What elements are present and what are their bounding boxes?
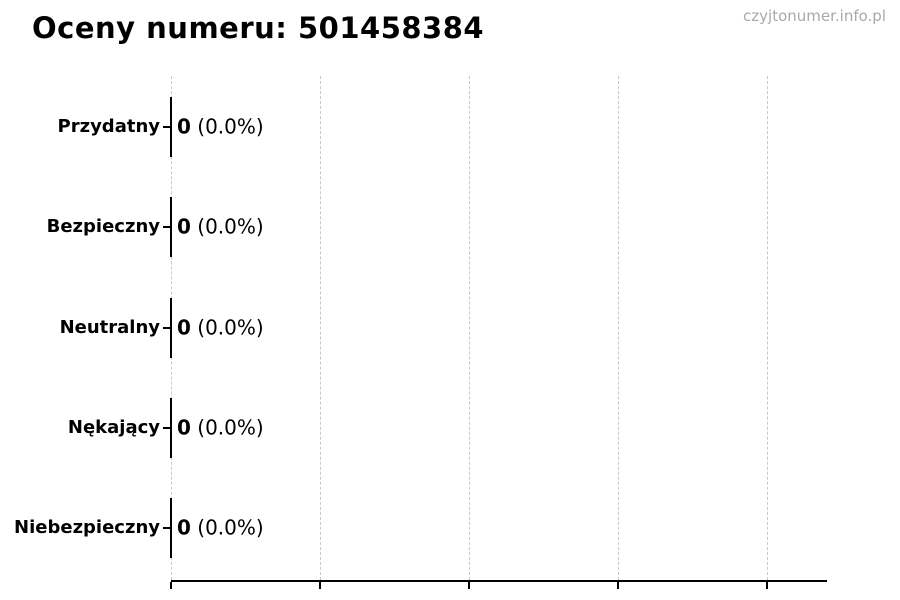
x-axis-tick — [468, 582, 470, 589]
zero-bar — [170, 398, 172, 458]
y-axis-tick — [163, 226, 171, 228]
category-label: Neutralny — [59, 317, 160, 339]
x-axis-tick — [617, 582, 619, 589]
y-axis-tick — [163, 327, 171, 329]
plot-area — [170, 76, 827, 589]
y-axis-tick — [163, 527, 171, 529]
zero-bar — [170, 197, 172, 257]
y-axis-tick — [163, 126, 171, 128]
value-count: 0 — [177, 515, 191, 540]
zero-bar — [170, 498, 172, 558]
gridline — [320, 76, 321, 580]
category-label: Niebezpieczny — [14, 517, 160, 539]
value-percent: (0.0%) — [197, 214, 264, 239]
value-percent: (0.0%) — [197, 114, 264, 139]
value-label: 0 (0.0%) — [177, 115, 264, 139]
gridline — [767, 76, 768, 580]
zero-bar — [170, 298, 172, 358]
value-label: 0 (0.0%) — [177, 416, 264, 440]
x-axis-tick — [766, 582, 768, 589]
y-axis-tick — [163, 427, 171, 429]
value-percent: (0.0%) — [197, 415, 264, 440]
gridline — [469, 76, 470, 580]
value-count: 0 — [177, 415, 191, 440]
x-axis-tick — [170, 582, 172, 589]
value-count: 0 — [177, 114, 191, 139]
x-axis-tick — [319, 582, 321, 589]
chart-title: Oceny numeru: 501458384 — [32, 11, 485, 45]
category-label: Bezpieczny — [46, 216, 160, 238]
value-count: 0 — [177, 315, 191, 340]
value-percent: (0.0%) — [197, 315, 264, 340]
gridline — [618, 76, 619, 580]
zero-bar — [170, 97, 172, 157]
value-percent: (0.0%) — [197, 515, 264, 540]
category-label: Nękający — [67, 417, 160, 439]
value-count: 0 — [177, 214, 191, 239]
value-label: 0 (0.0%) — [177, 215, 264, 239]
category-label: Przydatny — [57, 116, 160, 138]
value-label: 0 (0.0%) — [177, 516, 264, 540]
value-label: 0 (0.0%) — [177, 316, 264, 340]
watermark: czyjtonumer.info.pl — [743, 7, 886, 25]
